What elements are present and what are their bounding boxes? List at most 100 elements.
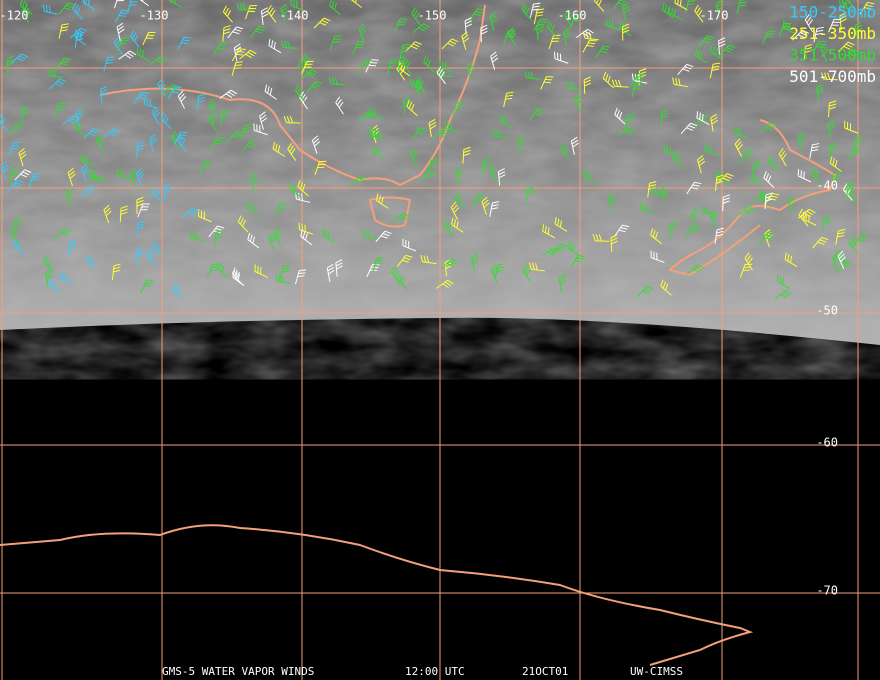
barb-feather (234, 64, 242, 66)
barb-feather (816, 46, 824, 48)
wind-barb (48, 278, 62, 293)
barb-shaft (295, 270, 300, 285)
barb-feather (298, 60, 301, 68)
barb-feather (336, 265, 343, 270)
barb-feather (537, 29, 544, 34)
barb-feather (585, 170, 588, 179)
barb-feather (53, 69, 57, 77)
barb-shaft (411, 13, 421, 26)
wind-barb (533, 8, 544, 24)
barb-feather (48, 278, 51, 286)
barb-feather (239, 217, 244, 225)
wind-barb (776, 274, 790, 289)
barb-feather (137, 147, 145, 151)
barb-feather (300, 229, 303, 237)
barb-feather (65, 4, 73, 9)
wind-barb (784, 252, 798, 268)
barb-shaft (311, 140, 318, 154)
wind-barb (253, 123, 268, 136)
barb-feather (753, 174, 756, 182)
barb-feather (703, 206, 707, 214)
barb-feather (277, 208, 285, 210)
wind-barb (503, 29, 516, 45)
barb-feather (527, 186, 535, 190)
barb-feather (234, 43, 241, 49)
barb-shaft (298, 66, 312, 75)
barb-feather (840, 18, 847, 23)
barb-feather (182, 39, 190, 42)
barb-feather (427, 59, 432, 67)
barb-feather (283, 40, 287, 48)
barb-shaft (488, 170, 499, 183)
barb-feather (490, 264, 497, 271)
barb-feather (242, 219, 246, 227)
barb-feather (765, 127, 773, 131)
barb-feather (739, 1, 747, 4)
barb-shaft (295, 90, 306, 102)
barb-shaft (521, 9, 532, 21)
barb-feather (177, 90, 184, 97)
barb-feather (131, 174, 138, 180)
barb-feather (835, 249, 838, 257)
barb-feather (67, 167, 74, 173)
barb-feather (192, 231, 195, 239)
barb-feather (799, 138, 806, 144)
barb-feather (357, 177, 365, 182)
barb-feather (267, 4, 272, 12)
barb-feather (574, 260, 582, 263)
wind-barb (392, 212, 410, 223)
barb-feather (490, 15, 497, 21)
barb-feather (624, 130, 631, 136)
barb-shaft (100, 89, 103, 104)
barb-shaft (640, 209, 655, 215)
wind-barb (694, 48, 708, 64)
barb-feather (525, 269, 531, 276)
barb-shaft (630, 73, 639, 87)
barb-feather (829, 145, 837, 149)
barb-feather (695, 266, 702, 271)
barb-feather (770, 158, 774, 166)
barb-shaft (570, 255, 579, 268)
barb-feather (177, 137, 185, 139)
barb-feather (156, 244, 160, 252)
barb-feather (765, 173, 770, 181)
barb-feather (736, 127, 738, 135)
barb-feather (12, 141, 20, 144)
barb-feather (365, 113, 373, 118)
barb-feather (527, 71, 531, 79)
barb-feather (113, 266, 121, 270)
barb-feather (374, 262, 382, 265)
footer-text: GMS-5 WATER VAPOR WINDS (162, 665, 314, 678)
barb-shaft (810, 173, 822, 185)
barb-shaft (142, 32, 150, 46)
barb-feather (867, 1, 875, 5)
barb-feather (113, 263, 121, 267)
wind-barb (264, 84, 277, 100)
barb-feather (80, 27, 88, 32)
barb-feather (797, 34, 805, 38)
barb-shaft (564, 14, 573, 28)
barb-feather (763, 171, 767, 179)
barb-feather (547, 251, 555, 256)
barb-feather (646, 285, 654, 290)
barb-feather (588, 32, 592, 40)
barb-feather (294, 185, 297, 194)
barb-feather (289, 116, 294, 124)
barb-feather (111, 130, 118, 135)
wind-barb (42, 255, 55, 272)
barb-feather (828, 122, 835, 128)
labels: -120 -130 -140 -150 -160 -170-40-50-60-70150-… (0, 3, 876, 679)
wind-barb (273, 228, 283, 247)
wind-barb (58, 23, 69, 39)
barb-shaft (698, 35, 708, 48)
wind-barb (250, 25, 266, 38)
barb-feather (22, 0, 26, 8)
barb-feather (51, 280, 54, 288)
barb-feather (116, 22, 124, 28)
wind-barb (602, 71, 615, 89)
barb-feather (481, 196, 488, 203)
legend-entry: 251-350mb (789, 24, 876, 43)
wind-barb (611, 79, 629, 88)
wind-barb (461, 31, 470, 50)
